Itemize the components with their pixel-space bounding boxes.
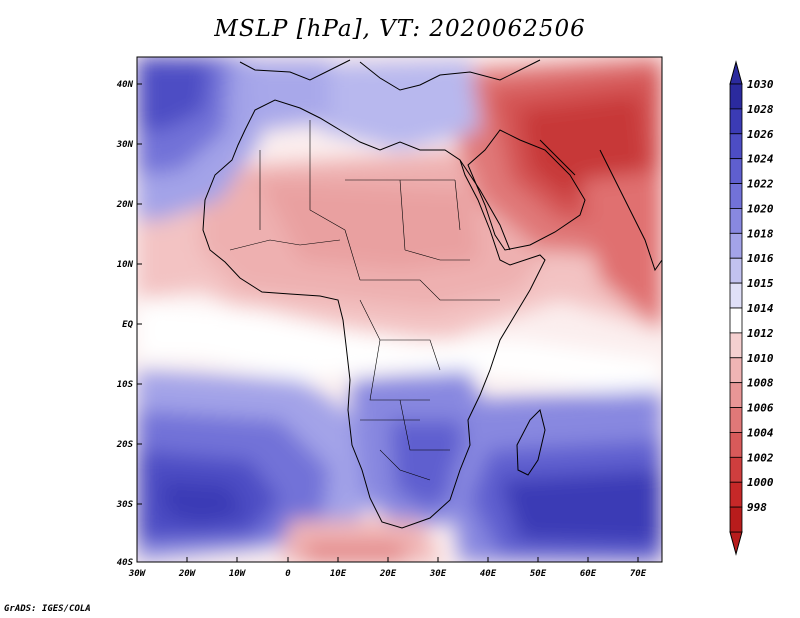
country-borders <box>229 120 500 481</box>
colorbar-swatch <box>729 158 743 184</box>
colorbar-swatch <box>729 307 743 334</box>
colorbar-label: 1004 <box>747 426 774 439</box>
colorbar-swatch <box>729 456 743 483</box>
colorbar-label: 1030 <box>747 78 774 91</box>
colorbar-swatch <box>729 407 743 433</box>
colorbar-label: 1006 <box>747 402 774 415</box>
colorbar-label: 1022 <box>747 178 774 191</box>
colorbar-top-arrow <box>729 60 743 85</box>
colorbar-label: 1024 <box>747 153 774 166</box>
lat-label: 20N <box>116 200 134 210</box>
colorbar-swatch <box>729 481 743 508</box>
lon-label: 0 <box>285 569 291 579</box>
lat-label: 10N <box>117 260 134 270</box>
colorbar-label: 1018 <box>747 227 774 240</box>
lat-label: 40N <box>117 80 134 90</box>
colorbar-label: 1000 <box>747 476 774 489</box>
colorbar-swatch <box>729 357 743 384</box>
colorbar-swatch <box>729 506 743 533</box>
colorbar-swatch <box>729 232 743 259</box>
lon-label: 70E <box>630 569 647 579</box>
colorbar-label: 1002 <box>747 451 774 464</box>
map-title: MSLP [hPa], VT: 2020062506 <box>214 16 586 42</box>
colorbar-swatch <box>729 83 743 110</box>
colorbar-label: 1028 <box>747 103 774 116</box>
pressure-field <box>137 57 662 562</box>
colorbar: 1030 1028 1026 1024 1022 1020 1018 1016 1015 1014… <box>729 60 774 556</box>
colorbar-bottom-arrow <box>729 531 743 556</box>
lon-label: 30W <box>128 569 147 579</box>
colorbar-swatch <box>729 257 743 284</box>
colorbar-swatch <box>729 382 743 408</box>
lon-label: 30E <box>429 569 447 579</box>
colorbar-label: 1015 <box>747 277 774 290</box>
lon-label: 40E <box>480 569 497 579</box>
colorbar-swatch <box>729 183 743 209</box>
lon-label: 50E <box>530 569 547 579</box>
lon-label: 10W <box>229 569 247 579</box>
coastlines <box>202 59 662 529</box>
colorbar-swatch <box>729 108 743 135</box>
lat-label: EQ <box>122 320 133 330</box>
lon-label: 60E <box>580 569 597 579</box>
lat-label: 30S <box>116 500 134 510</box>
axis-ticks <box>136 83 639 563</box>
colorbar-swatch <box>729 133 743 160</box>
colorbar-swatch <box>729 332 743 359</box>
colorbar-label: 1016 <box>747 252 774 265</box>
colorbar-label: 1020 <box>747 202 774 215</box>
colorbar-swatch <box>729 282 743 309</box>
lat-label: 40S <box>117 558 134 568</box>
colorbar-label: 1008 <box>747 377 774 390</box>
lat-label: 10S <box>117 380 134 390</box>
longitude-labels: 30W 20W 10W 0 10E 20E 30E 40E 50E 60E 70… <box>128 569 647 579</box>
lat-label: 20S <box>116 440 134 450</box>
colorbar-label: 1014 <box>747 302 774 315</box>
colorbar-label: 1010 <box>747 352 774 365</box>
lat-label: 30N <box>116 140 134 150</box>
lon-label: 10E <box>330 569 347 579</box>
colorbar-label: 1012 <box>747 327 774 340</box>
grads-credit: GrADS: IGES/COLA <box>4 604 91 614</box>
colorbar-label: 998 <box>747 501 767 514</box>
colorbar-swatch <box>729 432 743 458</box>
latitude-labels: 40N 30N 20N 10N EQ 10S 20S 30S 40S <box>116 80 134 568</box>
lon-label: 20W <box>178 569 197 579</box>
colorbar-swatch <box>729 208 743 234</box>
colorbar-label: 1026 <box>747 128 774 141</box>
lon-label: 20E <box>379 569 397 579</box>
map-frame <box>136 56 663 563</box>
